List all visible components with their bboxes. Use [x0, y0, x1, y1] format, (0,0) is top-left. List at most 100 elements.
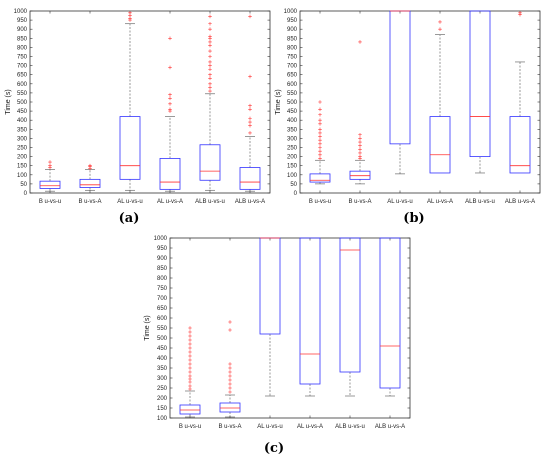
y-tick-label: 500: [17, 100, 28, 106]
outlier-point: [318, 145, 322, 150]
outlier-point: [228, 362, 232, 366]
y-tick-label: 700: [17, 64, 28, 70]
y-tick-label: 400: [287, 118, 298, 124]
outlier-point: [228, 366, 232, 370]
outlier-point: [228, 328, 232, 332]
outlier-point: [228, 374, 232, 378]
x-category-label: ALB u-vs-A: [375, 424, 405, 430]
x-category-label: B u-vs-u: [39, 199, 61, 205]
y-tick-label: 750: [17, 55, 28, 61]
outlier-point: [228, 390, 232, 394]
outlier-point: [208, 85, 212, 90]
y-tick-label: 850: [287, 36, 298, 42]
y-tick-label: 350: [17, 127, 28, 133]
outlier-point: [168, 65, 172, 70]
y-tick-label: 650: [287, 73, 298, 79]
outlier-point: [188, 326, 192, 330]
y-tick-label: 950: [287, 18, 298, 24]
y-tick-label: 300: [157, 376, 168, 382]
outlier-point: [188, 334, 192, 338]
outlier-point: [358, 143, 362, 148]
y-tick-label: 900: [17, 27, 28, 33]
y-tick-label: 50: [20, 182, 27, 188]
outlier-point: [318, 127, 322, 132]
box: [259, 237, 281, 335]
y-tick-label: 800: [287, 45, 298, 51]
outlier-point: [168, 107, 172, 112]
y-tick-label: 950: [157, 246, 168, 252]
x-category-label: ALB u-vs-u: [335, 424, 365, 430]
y-tick-label: 500: [157, 336, 168, 342]
y-tick-label: 600: [17, 82, 28, 88]
outlier-point: [228, 320, 232, 324]
x-category-label: ALB u-vs-u: [195, 199, 225, 205]
outlier-point: [318, 118, 322, 122]
box: [429, 116, 451, 174]
y-tick-label: 850: [157, 266, 168, 272]
box: [349, 170, 371, 180]
y-tick-label: 700: [157, 296, 168, 302]
outlier-point: [188, 358, 192, 362]
y-tick-label: 300: [287, 136, 298, 142]
x-category-label: B u-vs-A: [348, 199, 371, 205]
outlier-point: [318, 156, 322, 161]
y-tick-label: 550: [287, 91, 298, 97]
y-tick-label: 250: [17, 146, 28, 152]
y-tick-label: 350: [287, 127, 298, 133]
outlier-point: [208, 54, 212, 59]
y-tick-label: 550: [157, 326, 168, 332]
y-tick-label: 500: [287, 100, 298, 106]
box: [339, 237, 361, 373]
outlier-point: [358, 147, 362, 152]
outlier-point: [208, 40, 212, 44]
outlier-point: [48, 163, 52, 168]
outlier-point: [188, 354, 192, 358]
outlier-point: [358, 140, 362, 144]
outlier-point: [248, 14, 252, 19]
y-tick-label: 450: [17, 109, 28, 115]
x-category-label: ALB u-vs-A: [235, 199, 265, 205]
box-plot-panel-a: 0 50 100 150 200 250 300 350 400 450 500 550 600 650 7…: [5, 9, 271, 226]
outlier-point: [208, 27, 212, 31]
panel-label: (a): [119, 211, 140, 226]
y-tick-label: 150: [157, 406, 168, 412]
box: [219, 402, 241, 413]
outlier-point: [318, 107, 322, 112]
y-tick-label: 350: [157, 366, 168, 372]
outlier-point: [318, 122, 322, 126]
y-tick-label: 100: [17, 173, 28, 179]
y-tick-label: 900: [157, 256, 168, 262]
axes-frame: [169, 237, 411, 419]
x-category-label: AL u-vs-A: [427, 199, 453, 205]
y-tick-label: 100: [287, 173, 298, 179]
y-tick-label: 400: [157, 356, 168, 362]
x-category-label: B u-vs-u: [179, 424, 201, 430]
y-tick-label: 850: [17, 36, 28, 42]
outlier-point: [188, 370, 192, 374]
box: [79, 178, 101, 188]
outlier-point: [228, 370, 232, 374]
y-tick-label: 900: [287, 27, 298, 33]
outlier-point: [228, 386, 232, 390]
x-category-label: AL u-vs-u: [387, 199, 412, 205]
y-tick-label: 200: [157, 396, 168, 402]
box: [239, 167, 261, 190]
outlier-point: [438, 20, 442, 24]
outlier-point: [228, 382, 232, 386]
outlier-point: [318, 134, 322, 139]
outlier-point: [208, 82, 212, 86]
panel-label: (c): [264, 441, 284, 456]
outlier-point: [248, 123, 252, 128]
outlier-point: [358, 154, 362, 159]
axes-frame: [299, 10, 541, 194]
y-tick-label: 100: [157, 416, 168, 422]
outlier-point: [248, 120, 252, 124]
outlier-point: [208, 14, 212, 19]
outlier-point: [188, 342, 192, 346]
y-tick-label: 550: [17, 91, 28, 97]
outlier-point: [318, 149, 322, 153]
outlier-point: [358, 132, 362, 137]
box: [469, 10, 491, 158]
y-tick-label: 0: [24, 191, 28, 197]
y-tick-label: 200: [287, 155, 298, 161]
